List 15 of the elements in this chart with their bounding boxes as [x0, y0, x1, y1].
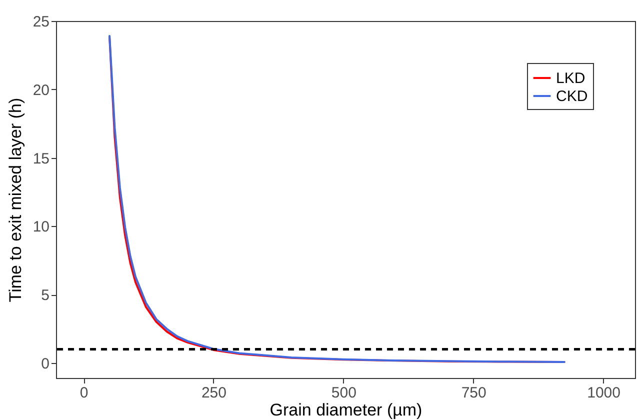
y-tick-label: 20 [32, 82, 50, 99]
y-tick-label: 25 [32, 14, 50, 30]
legend-label: LKD [556, 70, 586, 87]
y-tick-label: 10 [32, 218, 50, 236]
x-axis-title: Grain diameter (µm) [270, 400, 422, 420]
y-tick-label: 15 [32, 150, 50, 168]
x-tick-label: 750 [461, 384, 486, 402]
x-tick-label: 1000 [587, 384, 620, 402]
x-tick-label: 0 [80, 384, 88, 402]
y-tick-label: 5 [41, 287, 50, 304]
x-tick-label: 500 [331, 384, 356, 402]
legend-label: CKD [556, 88, 588, 105]
y-axis-title: Time to exit mixed layer (h) [6, 98, 25, 302]
y-tick-label: 0 [41, 355, 50, 372]
x-tick-label: 250 [201, 384, 226, 402]
